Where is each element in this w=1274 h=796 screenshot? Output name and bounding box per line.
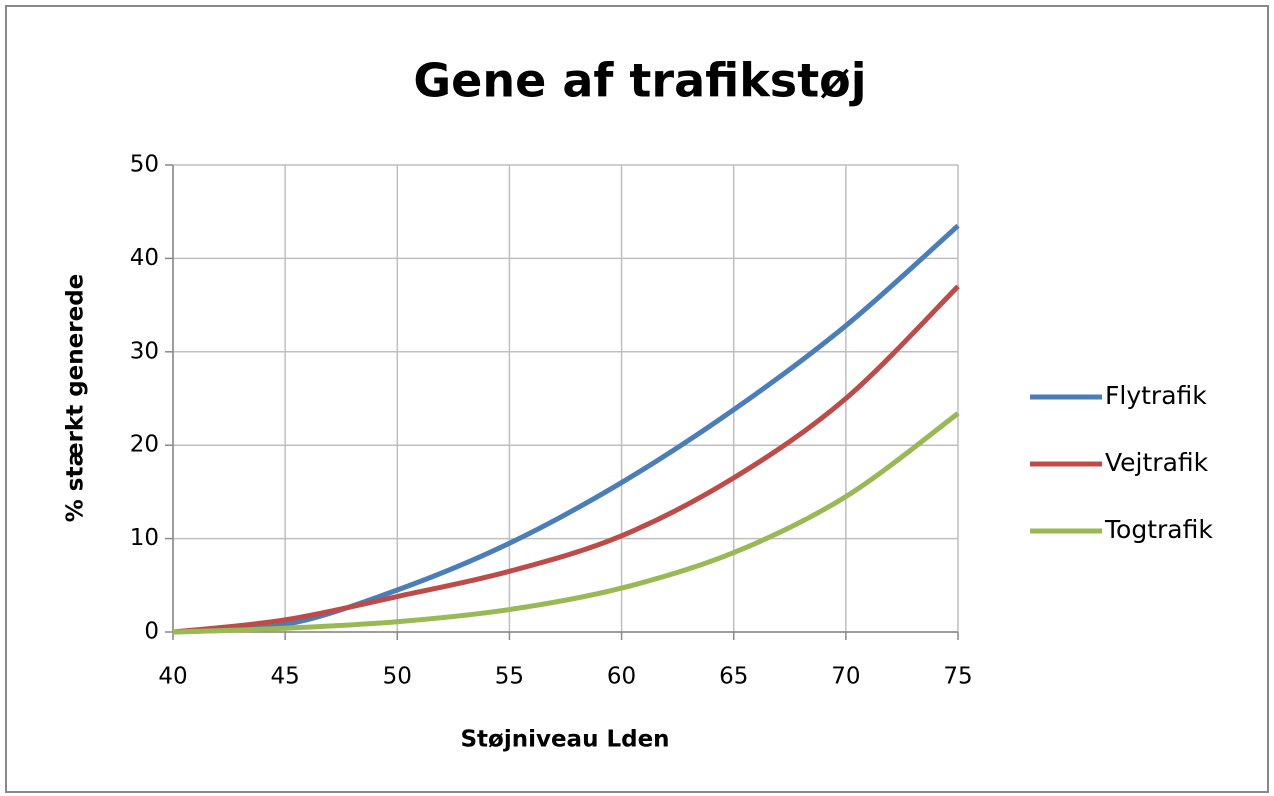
x-tick-label: 40 bbox=[158, 664, 187, 690]
x-tick-label: 70 bbox=[831, 664, 860, 690]
series-line bbox=[172, 411, 960, 635]
y-tick-label: 30 bbox=[130, 338, 159, 364]
y-tick-label: 50 bbox=[130, 152, 159, 178]
x-tick-label: 45 bbox=[271, 664, 300, 690]
legend-label: Togtrafik bbox=[1104, 515, 1213, 544]
chart-title: Gene af trafikstøj bbox=[413, 54, 866, 108]
series-line bbox=[172, 223, 960, 635]
x-tick-label: 60 bbox=[607, 664, 636, 690]
x-tick-label: 55 bbox=[495, 664, 524, 690]
y-axis-label: % stærkt generede bbox=[63, 274, 89, 523]
legend-label: Vejtrafik bbox=[1105, 448, 1209, 477]
y-tick-label: 10 bbox=[130, 525, 159, 551]
y-tick-label: 20 bbox=[130, 432, 159, 458]
x-tick-label: 50 bbox=[383, 664, 412, 690]
series-line bbox=[172, 284, 960, 635]
y-tick-label: 0 bbox=[144, 619, 159, 645]
x-tick-label: 75 bbox=[943, 664, 972, 690]
y-tick-label: 40 bbox=[130, 245, 159, 271]
legend-label: Flytrafik bbox=[1105, 381, 1207, 410]
x-tick-label: 65 bbox=[719, 664, 748, 690]
x-axis-label: Støjniveau Lden bbox=[460, 727, 669, 753]
